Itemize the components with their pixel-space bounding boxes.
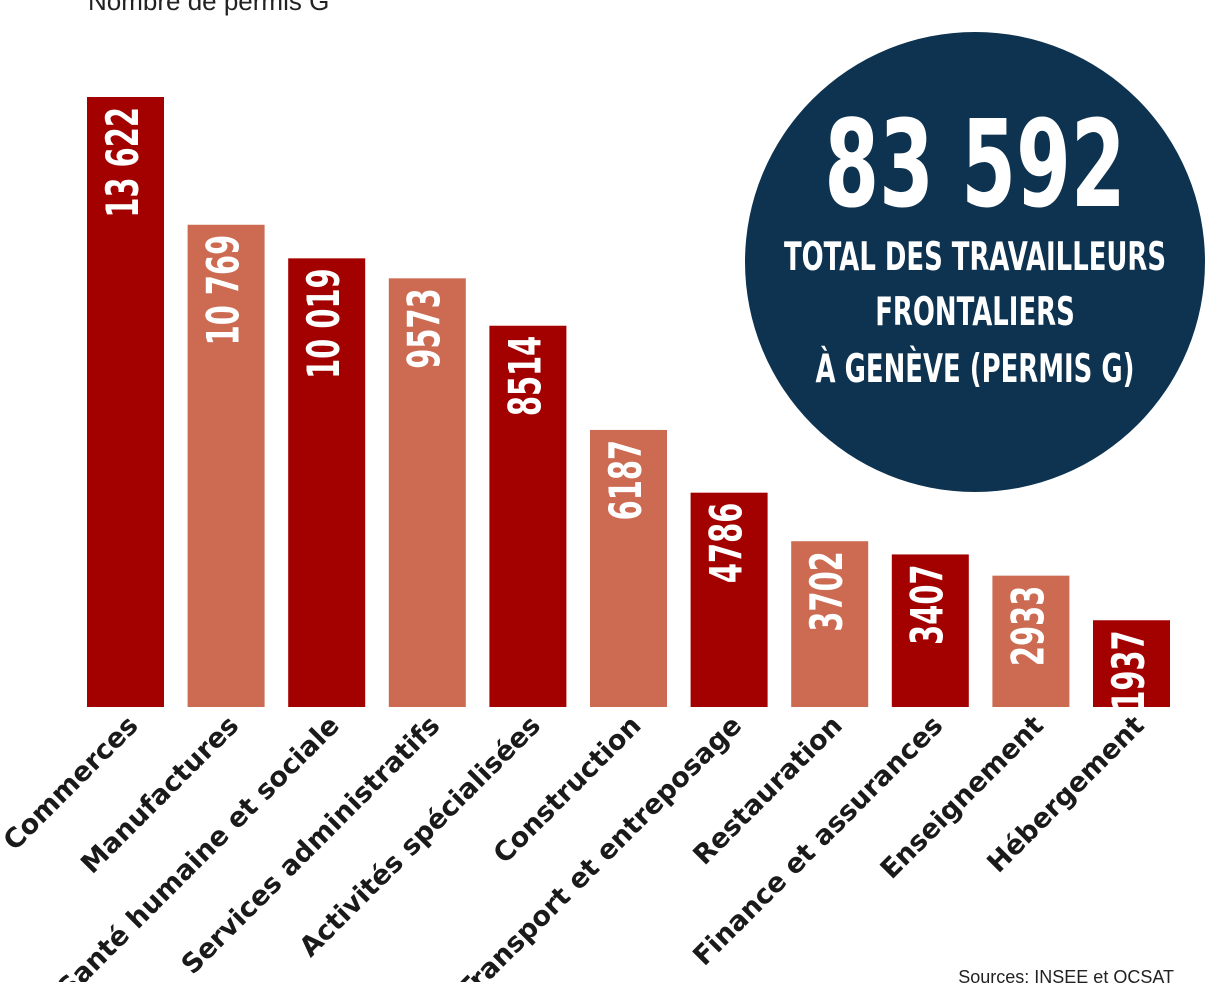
value-label-4: 8514: [499, 336, 551, 416]
bar-1: [187, 224, 265, 707]
bar-0: [87, 97, 164, 707]
source-note: Sources: INSEE et OCSAT: [958, 967, 1174, 987]
bar-3: [388, 278, 466, 707]
value-label-6: 4786: [700, 503, 752, 583]
value-label-10: 1937: [1103, 630, 1155, 710]
bar-6: [690, 492, 768, 707]
callout-line: FRONTALIERS: [875, 288, 1075, 334]
bar-7: [791, 541, 869, 707]
value-label-3: 9573: [398, 288, 450, 368]
value-label-1: 10 769: [197, 235, 249, 346]
value-label-5: 6187: [600, 440, 652, 520]
value-label-9: 2933: [1002, 586, 1054, 666]
callout-line: À GENÈVE (PERMIS G): [816, 344, 1135, 391]
bar-4: [489, 325, 567, 707]
bar-10: [1093, 620, 1170, 707]
bar-8: [891, 554, 969, 707]
value-label-8: 3407: [901, 564, 953, 644]
bar-2: [288, 258, 366, 707]
value-label-2: 10 019: [298, 268, 350, 379]
callout-number: 83 592: [824, 95, 1125, 235]
callout-circle: [745, 32, 1205, 492]
value-label-7: 3702: [801, 551, 853, 631]
bar-9: [992, 575, 1070, 707]
value-label-0: 13 622: [97, 107, 149, 218]
total-callout: 83 592 TOTAL DES TRAVAILLEURS FRONTALIER…: [745, 32, 1205, 492]
y-axis-label: Nombre de permis G: [88, 0, 330, 16]
bar-5: [590, 429, 667, 707]
callout-line: TOTAL DES TRAVAILLEURS: [784, 233, 1166, 279]
